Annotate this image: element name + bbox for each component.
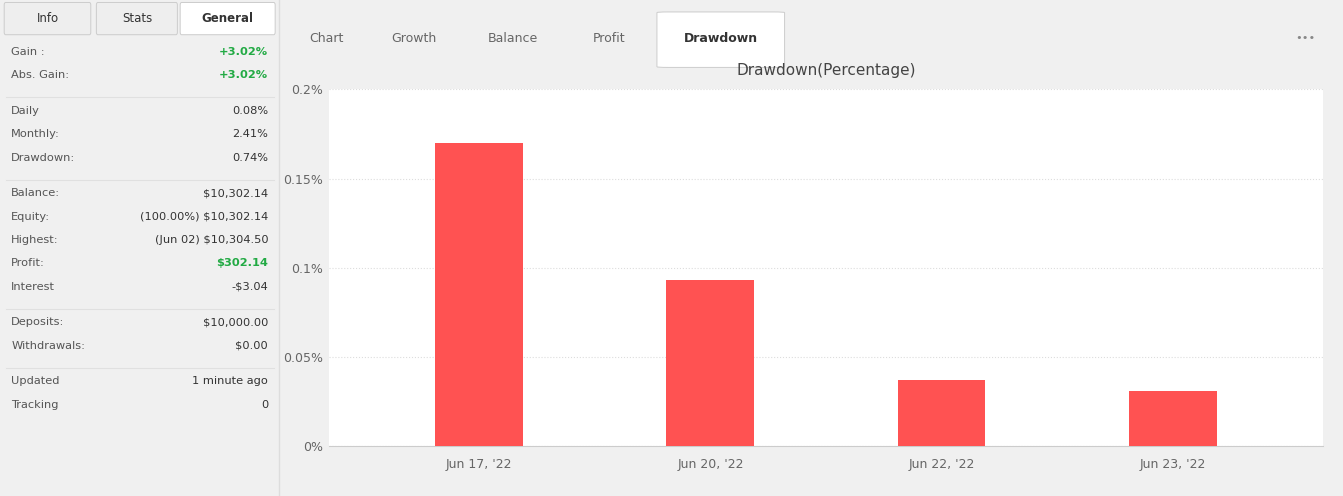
Text: General: General	[201, 12, 254, 25]
Text: (Jun 02) $10,304.50: (Jun 02) $10,304.50	[154, 235, 269, 245]
Text: Info: Info	[36, 12, 59, 25]
Text: Drawdown:: Drawdown:	[11, 153, 75, 163]
FancyBboxPatch shape	[4, 2, 91, 35]
Bar	[666, 280, 755, 446]
Text: $10,000.00: $10,000.00	[203, 317, 269, 327]
Text: Chart: Chart	[309, 32, 344, 45]
Title: Drawdown(Percentage): Drawdown(Percentage)	[736, 63, 916, 78]
Text: Drawdown: Drawdown	[684, 32, 757, 45]
Text: Profit: Profit	[592, 32, 626, 45]
Text: Balance: Balance	[489, 32, 539, 45]
Text: Tracking: Tracking	[11, 400, 59, 410]
Bar	[897, 380, 986, 446]
Text: 2.41%: 2.41%	[232, 129, 269, 139]
Text: 0.74%: 0.74%	[232, 153, 269, 163]
Text: 0: 0	[261, 400, 269, 410]
Text: Daily: Daily	[11, 106, 40, 116]
FancyBboxPatch shape	[657, 12, 784, 67]
Text: Interest: Interest	[11, 282, 55, 292]
Text: Gain :: Gain :	[11, 47, 44, 57]
Text: Deposits:: Deposits:	[11, 317, 64, 327]
Text: Balance:: Balance:	[11, 188, 60, 198]
FancyBboxPatch shape	[97, 2, 177, 35]
Text: Updated: Updated	[11, 376, 59, 386]
Text: +3.02%: +3.02%	[219, 47, 269, 57]
Bar	[1128, 391, 1217, 446]
Text: Profit:: Profit:	[11, 258, 46, 268]
Text: Abs. Gain:: Abs. Gain:	[11, 70, 70, 80]
Text: +3.02%: +3.02%	[219, 70, 269, 80]
Text: Growth: Growth	[391, 32, 436, 45]
Text: $0.00: $0.00	[235, 341, 269, 351]
Text: 1 minute ago: 1 minute ago	[192, 376, 269, 386]
Text: -$3.04: -$3.04	[231, 282, 269, 292]
Text: •••: •••	[1295, 33, 1315, 43]
Text: Monthly:: Monthly:	[11, 129, 60, 139]
Text: Highest:: Highest:	[11, 235, 59, 245]
Text: Equity:: Equity:	[11, 212, 50, 222]
Bar	[435, 143, 524, 446]
FancyBboxPatch shape	[180, 2, 275, 35]
Text: $10,302.14: $10,302.14	[203, 188, 269, 198]
Text: Withdrawals:: Withdrawals:	[11, 341, 85, 351]
Text: (100.00%) $10,302.14: (100.00%) $10,302.14	[140, 212, 269, 222]
Text: Stats: Stats	[122, 12, 152, 25]
Text: 0.08%: 0.08%	[232, 106, 269, 116]
Text: $302.14: $302.14	[216, 258, 269, 268]
